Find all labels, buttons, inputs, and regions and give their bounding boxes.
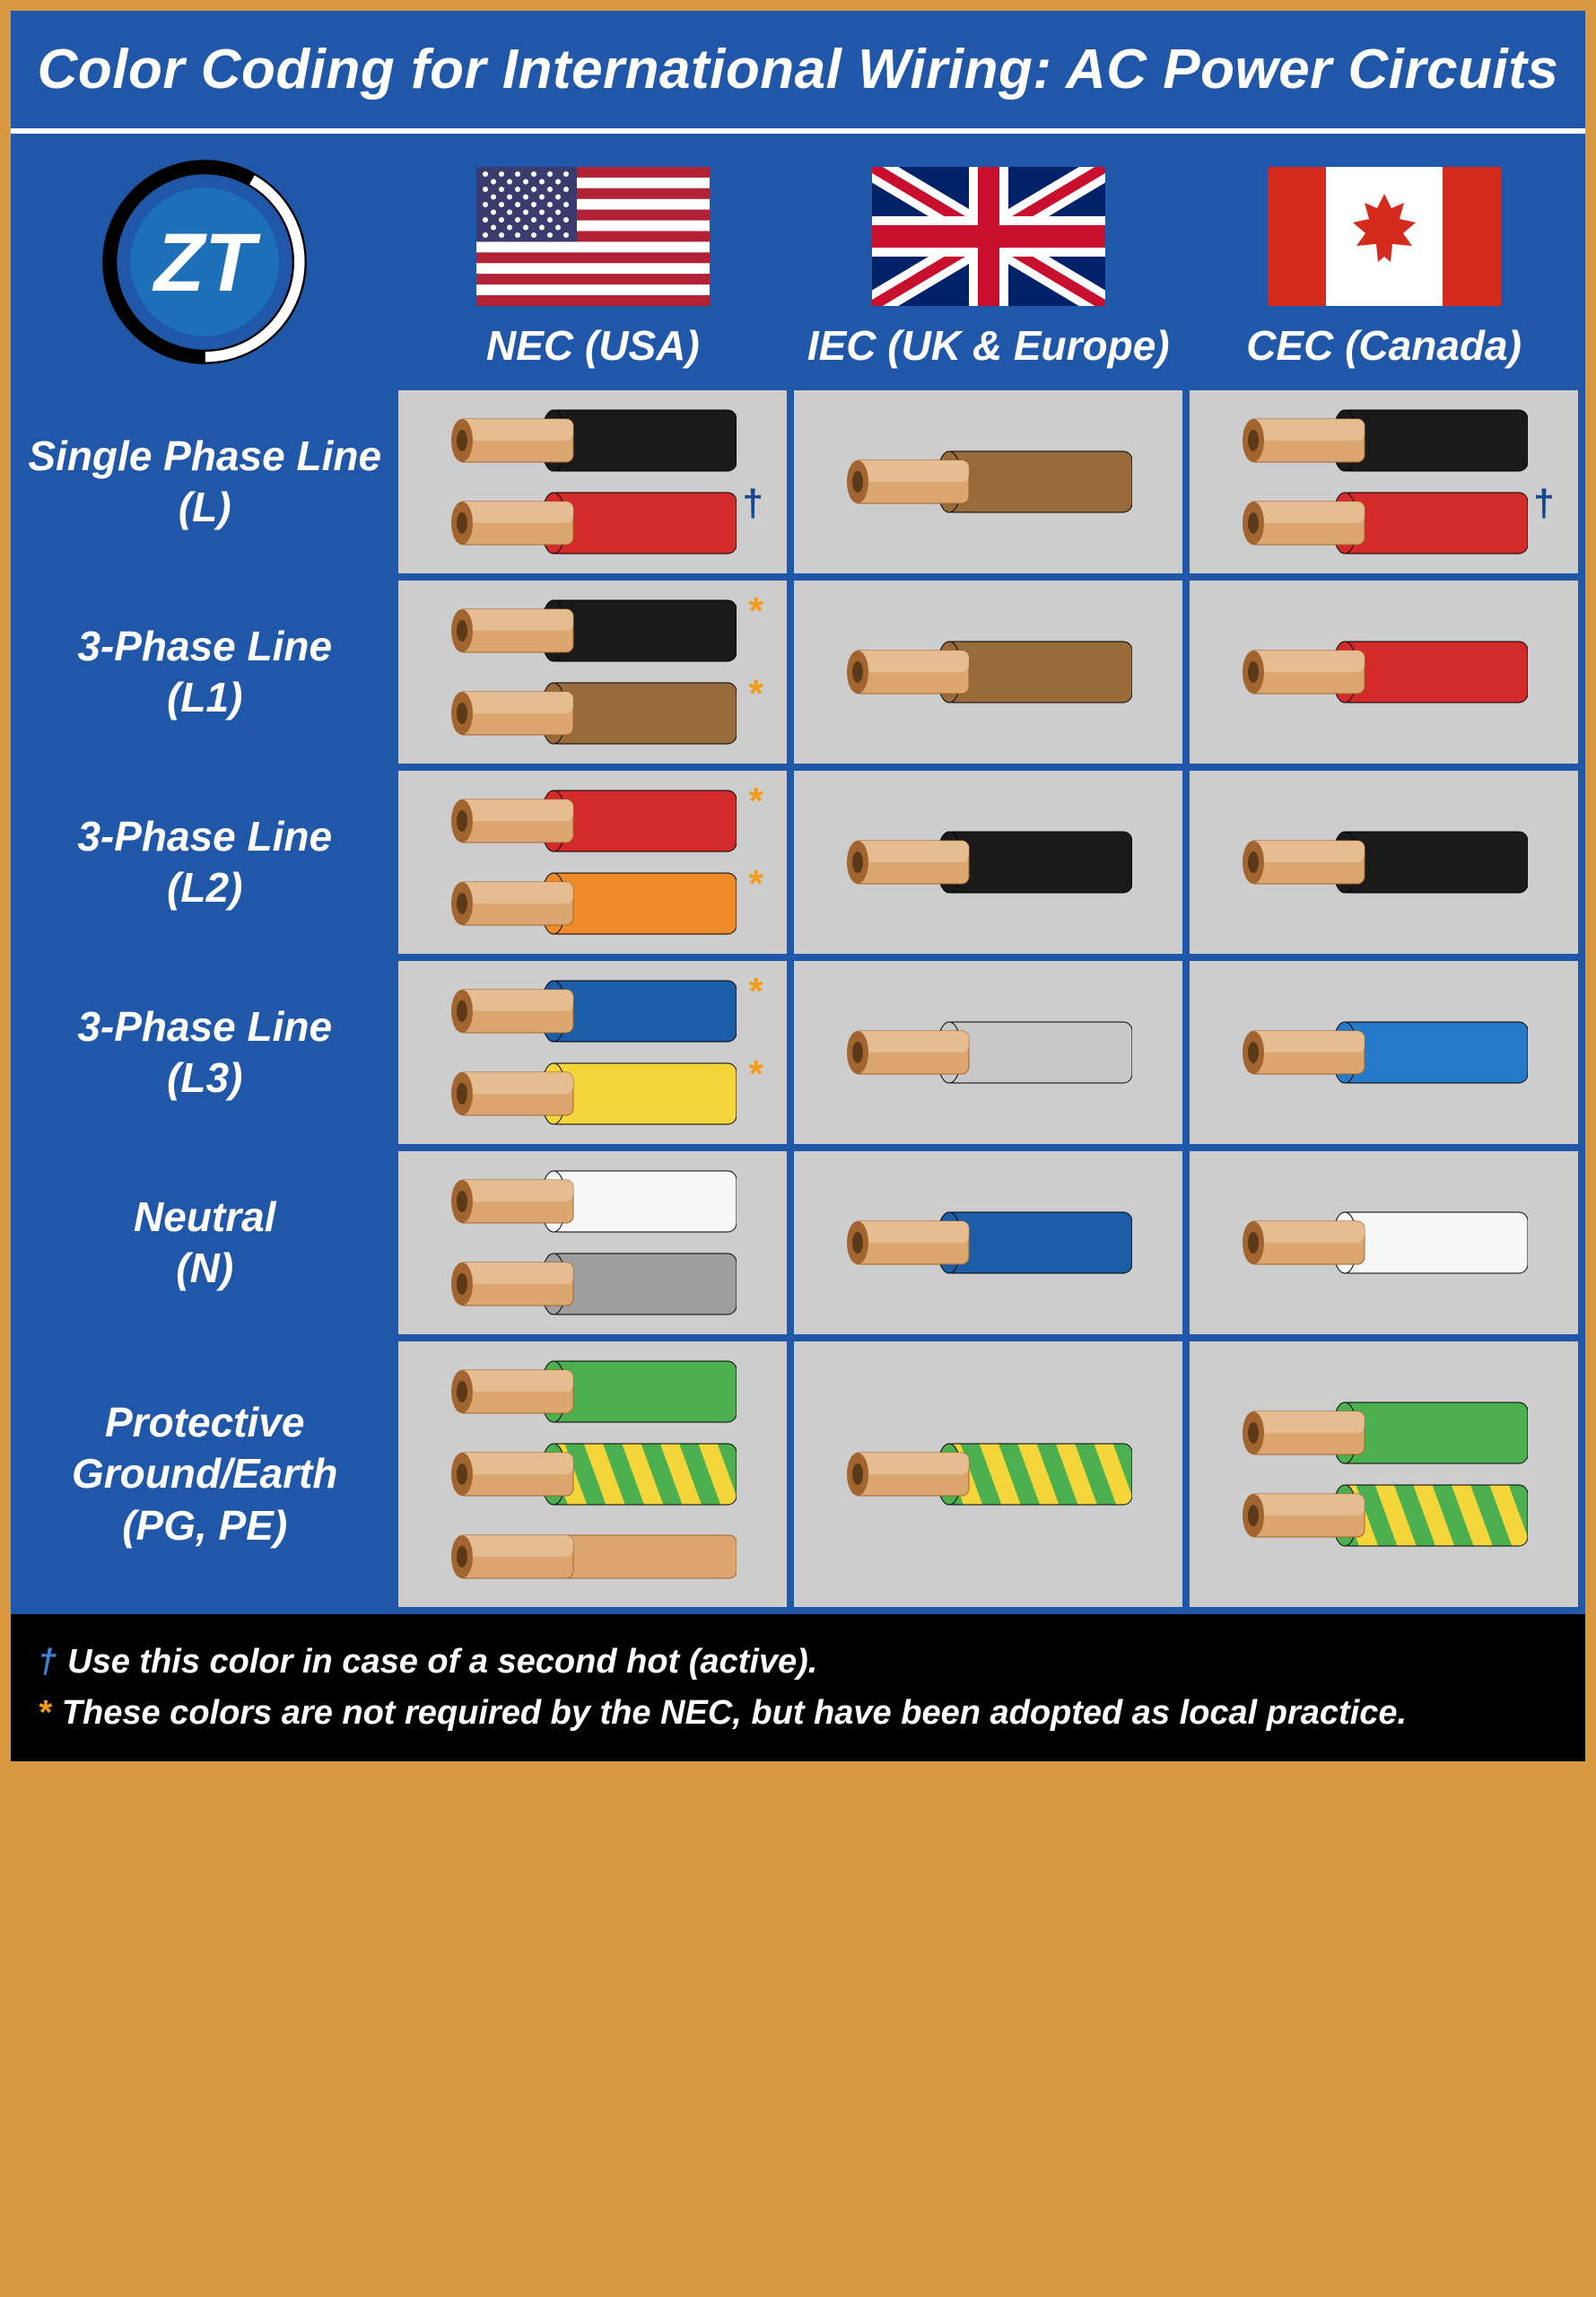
- asterisk-icon: *: [749, 672, 763, 715]
- logo-cell: ZT: [18, 141, 391, 383]
- wire-green_yellow: [1223, 1483, 1546, 1548]
- wire-cell: * *: [398, 581, 787, 764]
- wiring-table: ZT NEC (USA) IEC (UK & Europe) CEC (Cana…: [11, 134, 1585, 1614]
- wire-red: †: [1223, 491, 1546, 555]
- wire-red: *: [432, 789, 754, 853]
- wire-cell: * *: [398, 771, 787, 954]
- asterisk-icon: *: [749, 590, 763, 633]
- wire-cell: [794, 581, 1182, 764]
- wire-white: [1223, 1210, 1546, 1275]
- wire-grey: [432, 1252, 754, 1316]
- wire-red: †: [432, 491, 754, 555]
- row-label: 3-Phase Line(L3): [18, 961, 391, 1144]
- footer-dagger-text: Use this color in case of a second hot (…: [67, 1643, 817, 1681]
- row-label: 3-Phase Line(L2): [18, 771, 391, 954]
- wire-brown: [827, 640, 1150, 704]
- wire-cell: [794, 1341, 1182, 1607]
- wire-cell: [1190, 1341, 1578, 1607]
- col-header-1: IEC (UK & Europe): [794, 141, 1182, 383]
- wire-bare: [432, 1524, 754, 1589]
- footer-asterisk-text: These colors are not required by the NEC…: [62, 1694, 1407, 1732]
- dagger-icon: †: [1533, 482, 1554, 525]
- wire-brown: *: [432, 681, 754, 746]
- dagger-icon: †: [38, 1643, 57, 1681]
- wire-cell: [794, 961, 1182, 1144]
- asterisk-icon: *: [38, 1694, 51, 1732]
- wire-green: [1223, 1401, 1546, 1465]
- wire-green: [432, 1359, 754, 1424]
- wire-cell: [398, 1341, 787, 1607]
- wire-grey_light: [827, 1020, 1150, 1085]
- header-row: ZT NEC (USA) IEC (UK & Europe) CEC (Cana…: [18, 141, 1578, 383]
- asterisk-icon: *: [749, 1052, 763, 1096]
- table-row: 3-Phase Line(L2) * *: [18, 771, 1578, 954]
- wire-red: [1223, 640, 1546, 704]
- wire-yellow: *: [432, 1061, 754, 1126]
- wire-cell: [1190, 771, 1578, 954]
- wire-green_yellow: [432, 1442, 754, 1507]
- wire-black: [432, 408, 754, 473]
- row-label: ProtectiveGround/Earth(PG, PE): [18, 1341, 391, 1607]
- wire-blue_dark: [827, 1210, 1150, 1275]
- wire-brown: [827, 450, 1150, 514]
- wire-blue: [1223, 1020, 1546, 1085]
- footer-notes: † Use this color in case of a second hot …: [11, 1614, 1585, 1761]
- table-row: Single Phase Line(L) † †: [18, 390, 1578, 573]
- wire-black: [827, 830, 1150, 895]
- wire-black: [1223, 830, 1546, 895]
- dagger-icon: †: [743, 482, 763, 525]
- table-row: Neutral(N): [18, 1151, 1578, 1334]
- asterisk-icon: *: [749, 862, 763, 905]
- wire-orange: *: [432, 871, 754, 936]
- chart-title: Color Coding for International Wiring: A…: [11, 11, 1585, 134]
- svg-text:ZT: ZT: [152, 217, 261, 309]
- wire-cell: [794, 771, 1182, 954]
- col-header-label: IEC (UK & Europe): [803, 321, 1173, 370]
- col-header-2: CEC (Canada): [1190, 141, 1578, 383]
- wire-cell: * *: [398, 961, 787, 1144]
- wire-cell: [1190, 581, 1578, 764]
- table-row: 3-Phase Line(L1) * *: [18, 581, 1578, 764]
- col-header-label: CEC (Canada): [1199, 321, 1569, 370]
- wire-blue_dark: *: [432, 979, 754, 1044]
- wire-green_yellow: [827, 1442, 1150, 1507]
- table-row: 3-Phase Line(L3) * *: [18, 961, 1578, 1144]
- wire-cell: [794, 1151, 1182, 1334]
- wire-cell: [1190, 1151, 1578, 1334]
- table-row: ProtectiveGround/Earth(PG, PE): [18, 1341, 1578, 1607]
- row-label: Neutral(N): [18, 1151, 391, 1334]
- wiring-color-chart: Color Coding for International Wiring: A…: [7, 7, 1589, 1765]
- wire-cell: †: [1190, 390, 1578, 573]
- asterisk-icon: *: [749, 970, 763, 1013]
- wire-cell: [794, 390, 1182, 573]
- col-header-0: NEC (USA): [398, 141, 787, 383]
- wire-cell: [398, 1151, 787, 1334]
- asterisk-icon: *: [749, 780, 763, 823]
- col-header-label: NEC (USA): [407, 321, 778, 370]
- wire-white: [432, 1169, 754, 1234]
- wire-cell: [1190, 961, 1578, 1144]
- wire-black: [1223, 408, 1546, 473]
- row-label: 3-Phase Line(L1): [18, 581, 391, 764]
- row-label: Single Phase Line(L): [18, 390, 391, 573]
- wire-cell: †: [398, 390, 787, 573]
- wire-black: *: [432, 598, 754, 663]
